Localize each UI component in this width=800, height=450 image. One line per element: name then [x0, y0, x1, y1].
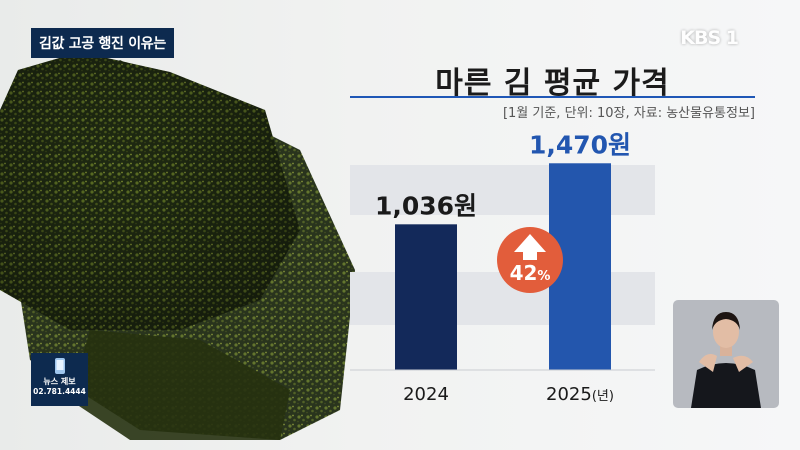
chart-title: 마른 김 평균 가격 — [435, 66, 670, 101]
news-tip-box: 뉴스 제보 02.781.4444 — [31, 353, 88, 406]
bar-2024 — [395, 224, 457, 370]
increase-badge — [497, 227, 563, 293]
seaweed-photo — [0, 0, 360, 450]
broadcaster-logo: KBS 1 — [680, 27, 739, 49]
value-label-2025: 1,470원 — [529, 130, 631, 159]
news-caption: 김값 고공 행진 이유는 — [31, 28, 174, 58]
value-label-2024: 1,036원 — [375, 191, 477, 220]
year-label-2024: 2024 — [403, 384, 449, 405]
sign-language-inset — [673, 300, 779, 408]
news-tip-phone: 02.781.4444 — [33, 387, 86, 396]
title-underline — [350, 96, 755, 98]
chart-subtitle: [1월 기준, 단위: 10장, 자료: 농산물유통정보] — [502, 106, 755, 121]
interpreter-figure — [691, 312, 761, 408]
increase-unit: % — [537, 269, 551, 284]
phone-icon — [54, 358, 65, 374]
increase-label: 42% — [496, 261, 564, 285]
up-arrow-icon — [514, 234, 546, 260]
year-label-2025: 2025(년) — [546, 384, 614, 405]
news-tip-title: 뉴스 제보 — [43, 377, 76, 386]
increase-value: 42 — [509, 261, 538, 285]
